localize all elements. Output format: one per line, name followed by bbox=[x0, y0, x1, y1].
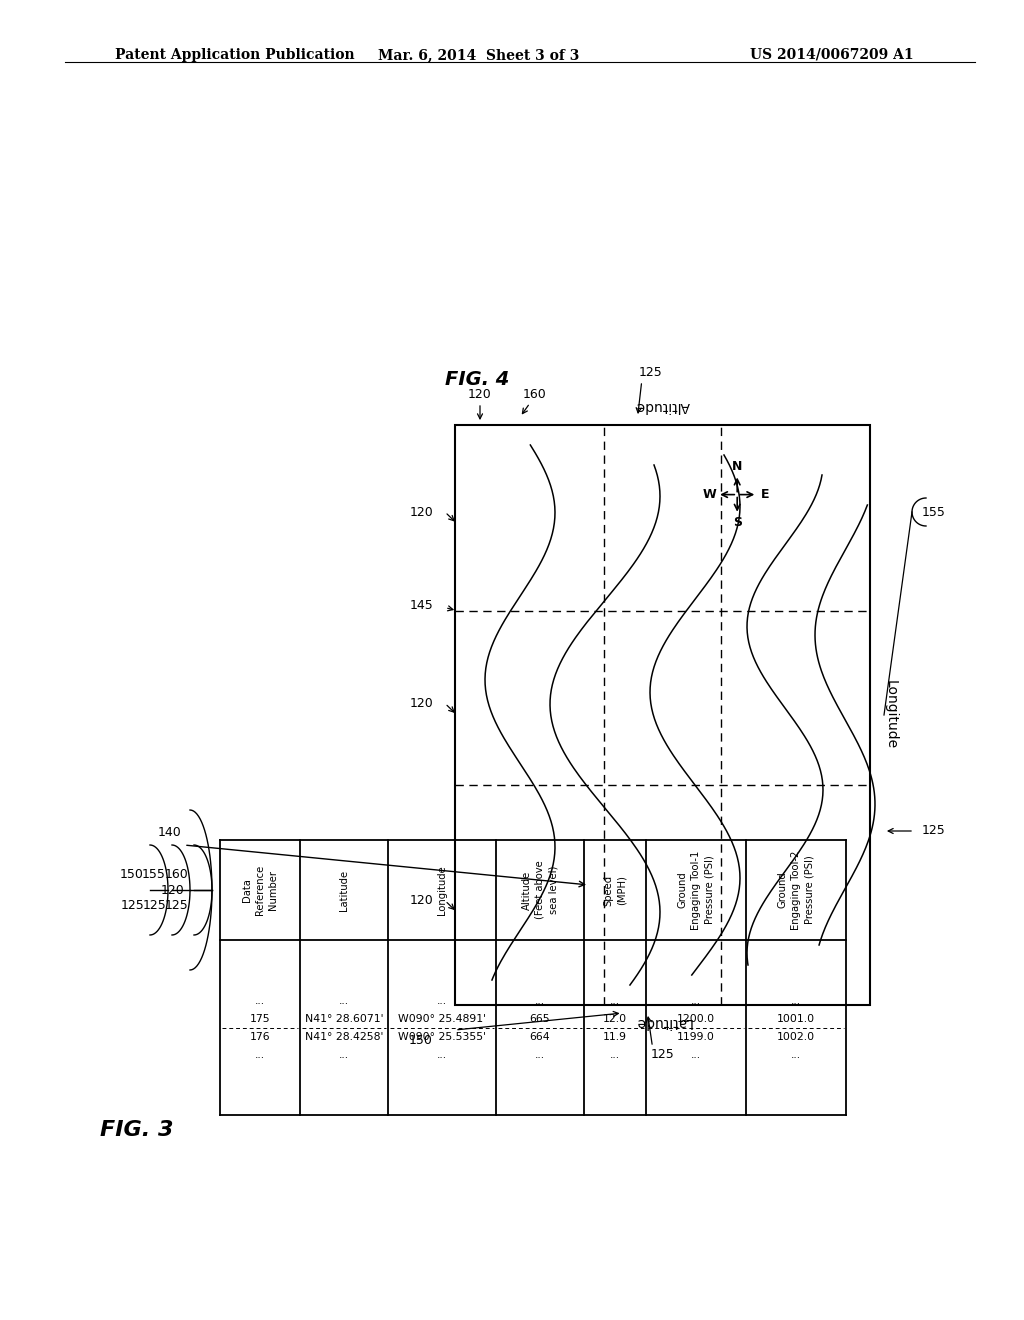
Text: 160: 160 bbox=[164, 867, 188, 880]
Text: Latitude: Latitude bbox=[339, 870, 349, 911]
Text: ...
665
664
...: ... 665 664 ... bbox=[529, 995, 550, 1060]
Text: US 2014/0067209 A1: US 2014/0067209 A1 bbox=[750, 48, 913, 62]
Text: 150: 150 bbox=[410, 1034, 433, 1047]
Text: 125: 125 bbox=[650, 1048, 675, 1061]
Text: Altitude: Altitude bbox=[635, 399, 690, 413]
Text: Mar. 6, 2014  Sheet 3 of 3: Mar. 6, 2014 Sheet 3 of 3 bbox=[378, 48, 580, 62]
Text: ...
1200.0
1199.0
...: ... 1200.0 1199.0 ... bbox=[677, 995, 715, 1060]
Text: 145: 145 bbox=[410, 599, 433, 612]
Text: S: S bbox=[733, 516, 741, 529]
Text: 120: 120 bbox=[468, 388, 492, 401]
Text: 155: 155 bbox=[922, 506, 946, 519]
Text: 140: 140 bbox=[158, 825, 182, 838]
Text: ...
1001.0
1002.0
...: ... 1001.0 1002.0 ... bbox=[777, 995, 815, 1060]
Text: FIG. 3: FIG. 3 bbox=[100, 1119, 173, 1140]
Text: 120: 120 bbox=[410, 506, 433, 519]
Text: Speed
(MPH): Speed (MPH) bbox=[603, 874, 627, 906]
Text: 160: 160 bbox=[523, 388, 547, 401]
Text: 120: 120 bbox=[160, 883, 184, 896]
Text: Patent Application Publication: Patent Application Publication bbox=[115, 48, 354, 62]
Text: Latitude: Latitude bbox=[634, 1015, 691, 1030]
Text: Ground
Engaging Tool-1
Pressure (PSI): Ground Engaging Tool-1 Pressure (PSI) bbox=[678, 850, 714, 929]
Text: N: N bbox=[732, 461, 742, 473]
Text: E: E bbox=[761, 488, 769, 502]
Text: 125: 125 bbox=[120, 899, 144, 912]
Text: Altitude
(Feet above
sea level): Altitude (Feet above sea level) bbox=[522, 861, 558, 919]
Text: 120: 120 bbox=[410, 894, 433, 907]
Text: Data
Reference
Number: Data Reference Number bbox=[242, 865, 279, 915]
Text: 150: 150 bbox=[120, 867, 144, 880]
Text: Longitude: Longitude bbox=[437, 865, 447, 915]
Bar bbox=[455, 425, 870, 1005]
Text: ...
W090° 25.4891'
W090° 25.5355'
...: ... W090° 25.4891' W090° 25.5355' ... bbox=[398, 995, 486, 1060]
Text: 125: 125 bbox=[922, 825, 946, 837]
Text: 125: 125 bbox=[638, 367, 662, 380]
Text: ...
12.0
11.9
...: ... 12.0 11.9 ... bbox=[603, 995, 627, 1060]
Text: 155: 155 bbox=[142, 867, 166, 880]
Text: Longitude: Longitude bbox=[884, 680, 898, 750]
Text: ...
175
176
...: ... 175 176 ... bbox=[250, 995, 270, 1060]
Text: 120: 120 bbox=[410, 697, 433, 710]
Text: Ground
Engaging Tool-2
Pressure (PSI): Ground Engaging Tool-2 Pressure (PSI) bbox=[778, 850, 814, 929]
Text: W: W bbox=[702, 488, 716, 502]
Text: FIG. 4: FIG. 4 bbox=[445, 370, 509, 389]
Text: 125: 125 bbox=[142, 899, 166, 912]
Text: ...
N41° 28.6071'
N41° 28.4258'
...: ... N41° 28.6071' N41° 28.4258' ... bbox=[305, 995, 383, 1060]
Text: 125: 125 bbox=[164, 899, 188, 912]
